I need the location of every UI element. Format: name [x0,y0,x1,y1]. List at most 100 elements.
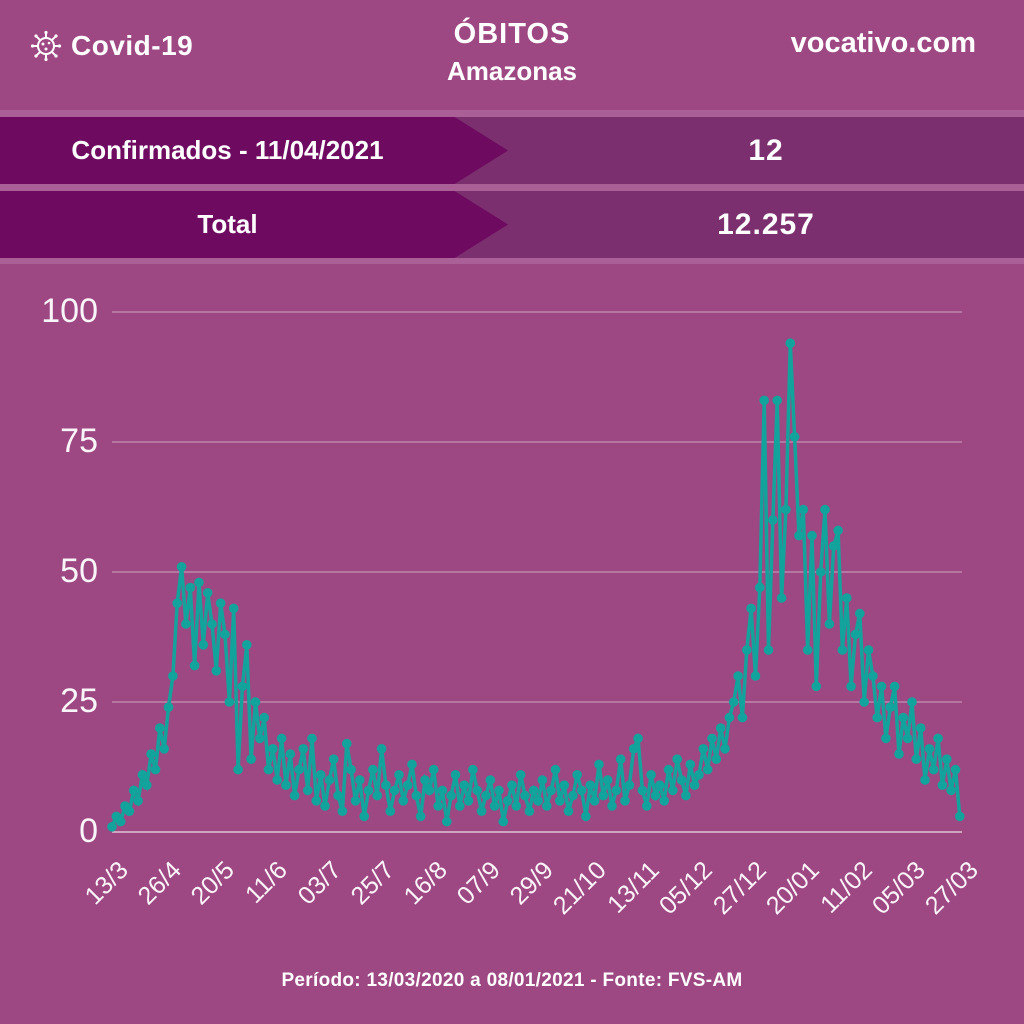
data-point [450,770,461,780]
data-point [202,588,213,598]
data-point [533,796,543,806]
data-point [442,816,452,827]
data-point [507,780,517,790]
x-tick-label: 11/02 [814,856,878,919]
data-point [728,697,739,707]
data-point [876,681,887,692]
x-tick-label: 05/03 [866,856,931,921]
data-point [189,660,200,671]
data-point [607,801,617,811]
data-point [915,723,926,733]
brand-label: Covid-19 [71,30,194,61]
data-point [794,530,804,541]
data-point [663,764,674,775]
data-point [872,712,882,723]
data-point [424,785,435,796]
x-tick-label: 05/12 [654,856,719,921]
data-point [768,515,778,525]
data-point [333,790,343,801]
separator [0,110,1024,117]
x-tick-label: 27/03 [919,856,984,921]
data-point [489,801,500,811]
data-point [759,395,769,406]
data-point [955,811,965,822]
data-point [511,801,522,811]
x-tick-label: 29/9 [504,856,559,911]
data-point [863,645,874,655]
data-point [902,733,913,744]
data-point [472,785,483,796]
data-point [633,733,643,744]
data-point [337,806,348,816]
data-point [646,770,656,780]
data-point [198,640,209,650]
data-point [542,801,552,811]
x-tick-label: 13/3 [79,856,134,911]
stat-row-total: 12.257 Total [0,191,1024,258]
data-point [237,681,248,692]
data-point [459,780,470,790]
data-point [581,811,591,822]
separator [0,184,1024,191]
data-point [550,764,561,775]
data-point [568,790,578,801]
data-point [546,785,556,796]
x-tick-label: 20/01 [760,856,825,921]
data-point [342,738,352,749]
data-point [537,775,548,785]
data-point [598,790,609,801]
data-point [615,754,626,764]
data-point [833,525,843,536]
data-point [715,723,726,733]
data-point [576,785,587,796]
data-point [515,770,526,780]
data-point [263,764,274,775]
data-point [798,504,809,515]
data-point [555,796,565,806]
data-point [111,811,122,822]
separator [0,258,1024,264]
data-point [942,754,952,764]
data-point [755,582,765,593]
data-point [602,775,613,785]
data-point [176,562,187,572]
data-point [137,770,148,780]
data-point [559,780,569,790]
data-point [163,702,174,712]
data-point [446,790,456,801]
data-point [133,796,143,806]
virus-icon [30,30,62,62]
x-tick-label: 03/7 [292,856,347,911]
data-point [285,749,296,759]
data-point [846,681,856,692]
data-point [781,504,791,515]
data-point [702,764,713,775]
x-tick-label: 21/10 [547,856,612,921]
data-point [324,775,335,785]
data-point [298,744,309,754]
data-point [763,645,774,655]
x-tick-label: 13/11 [602,856,666,919]
data-point [520,790,530,801]
data-point [228,603,239,614]
data-point [159,744,169,754]
data-point [528,785,539,796]
data-point [589,796,600,806]
data-point [698,744,709,754]
data-point [242,640,252,650]
y-tick-label: 50 [60,552,98,590]
data-point [433,801,443,811]
data-point [355,775,365,785]
data-point [107,822,117,832]
site-credit: vocativo.com [790,27,976,59]
data-point [811,681,822,692]
data-point [328,754,339,764]
data-point [572,770,582,780]
data-point [642,801,652,811]
data-point [920,775,930,785]
data-point [250,697,261,707]
data-point [368,764,378,775]
data-point [711,754,722,764]
data-point [376,744,387,754]
data-point [402,780,413,790]
